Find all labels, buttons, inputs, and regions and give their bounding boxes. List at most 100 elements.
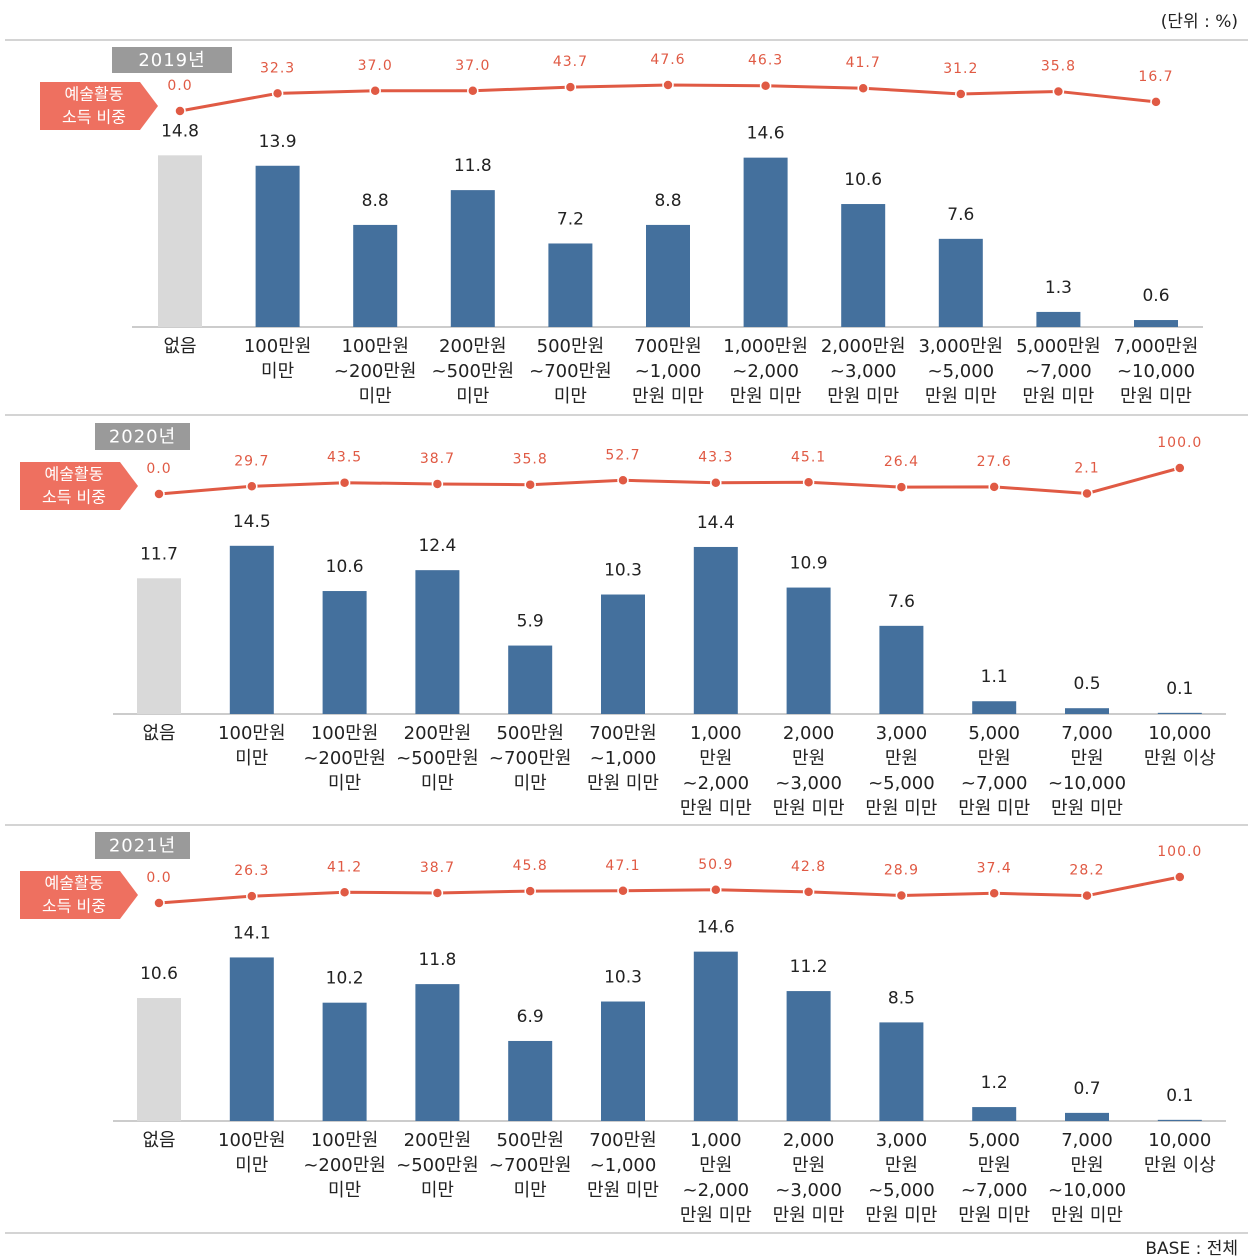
line-value-label: 0.0 [146,870,171,886]
x-tick-label: 7,000만원 [1114,336,1199,357]
line-point [617,885,629,897]
x-tick-label: 만원 [792,748,825,769]
x-tick-label: ~3,000 [775,1180,842,1201]
bar [415,570,460,714]
legend-label: 소득 비중 [42,897,106,916]
bar [646,224,690,327]
line-point [338,476,351,489]
x-tick-label: 10,000 [1148,723,1211,744]
legend-label: 소득 비중 [42,488,106,507]
x-tick-label: 만원 미만 [958,798,1030,819]
bar [322,1002,367,1121]
line [158,875,1181,905]
line-point [431,478,444,490]
line-point [710,884,722,896]
bar-value-label: 12.4 [418,536,456,556]
line-value-label: 46.3 [748,53,783,69]
bar-value-label: 11.8 [454,156,492,176]
x-tick-label: ~7,000 [961,773,1028,794]
x-tick-label: ~10,000 [1048,1180,1126,1201]
line-value-label: 41.7 [846,55,881,71]
bar-value-label: 14.5 [233,512,271,532]
x-tick-label: 100만원 [218,1130,285,1151]
year-box [112,47,232,73]
x-tick-label: 미만 [514,1180,547,1201]
line-value-label: 26.3 [234,863,269,879]
x-tick-label: 만원 미만 [925,386,997,407]
line-value-label: 50.9 [698,857,733,873]
x-tick-label: 미만 [261,361,294,382]
x-tick-label: ~500만원 [396,748,479,769]
line-point [617,474,629,487]
x-tick-label: 없음 [142,1130,175,1151]
x-tick-label: 3,000 [876,723,928,744]
x-tick-label: 만원 미만 [827,386,899,407]
line-value-label: 45.8 [513,858,548,874]
x-tick-label: 100만원 [311,1130,378,1151]
bar [693,546,738,714]
year-box [95,423,190,450]
legend-badge [20,871,138,919]
line-value-label: 37.0 [358,58,393,74]
line-value-label: 37.4 [977,860,1012,876]
x-tick-label: ~2,000 [732,361,799,382]
year-label: 2021년 [109,836,176,857]
bar [137,998,181,1121]
line-point [1150,96,1162,108]
x-tick-label: ~2,000 [682,1180,749,1201]
x-tick-label: 700만원 [634,336,701,357]
line-point [988,481,1000,493]
line-value-label: 47.1 [605,858,640,874]
bar [879,1022,924,1121]
line-value-label: 28.2 [1069,863,1104,879]
x-tick-label: 100만원 [218,723,285,744]
x-tick-label: 만원 미만 [632,386,704,407]
bar-value-label: 14.6 [747,124,785,144]
line-point [467,85,479,97]
bar-value-label: 0.7 [1073,1079,1100,1099]
bar-value-label: 10.6 [326,557,364,577]
line-value-label: 35.8 [1041,58,1076,74]
x-tick-label: ~7,000 [961,1180,1028,1201]
x-tick-label: 만원 [885,748,918,769]
x-tick-label: ~10,000 [1117,361,1195,382]
line-value-label: 35.8 [513,452,548,468]
line-value-label: 27.6 [977,454,1012,470]
line-point [524,885,536,897]
line-point [431,887,444,899]
x-tick-label: ~5,000 [927,361,994,382]
x-tick-label: ~1,000 [590,748,657,769]
x-tick-label: 만원 [699,748,732,769]
x-tick-label: ~200만원 [334,361,417,382]
x-tick-label: 만원 미만 [587,1180,659,1201]
x-tick-label: 만원 미만 [1120,386,1192,407]
line-value-label: 16.7 [1138,69,1173,85]
x-tick-label: 미만 [514,773,547,794]
x-tick-label: 만원 미만 [1051,798,1123,819]
bar-value-label: 6.9 [517,1007,544,1027]
bar-value-label: 8.5 [888,988,915,1008]
line-point [369,85,381,97]
bar [508,645,553,714]
x-tick-label: 500만원 [496,723,563,744]
bar [158,155,202,327]
bar [693,951,738,1121]
line-value-label: 38.7 [420,860,455,876]
line-point [759,79,772,92]
bar-value-label: 1.3 [1045,278,1072,298]
line-value-label: 31.2 [943,61,978,77]
x-tick-label: 없음 [163,336,196,357]
bar [972,1107,1017,1121]
x-tick-label: 만원 [792,1155,825,1176]
bar [450,190,495,327]
bar [786,587,831,714]
line-value-label: 43.3 [698,450,733,466]
line-point [1052,85,1065,98]
bar [972,701,1017,714]
x-tick-label: 만원 [978,748,1011,769]
x-tick-label: ~700만원 [529,361,612,382]
x-tick-label: ~3,000 [775,773,842,794]
line-point [1081,889,1093,902]
x-tick-label: 1,000만원 [723,336,808,357]
